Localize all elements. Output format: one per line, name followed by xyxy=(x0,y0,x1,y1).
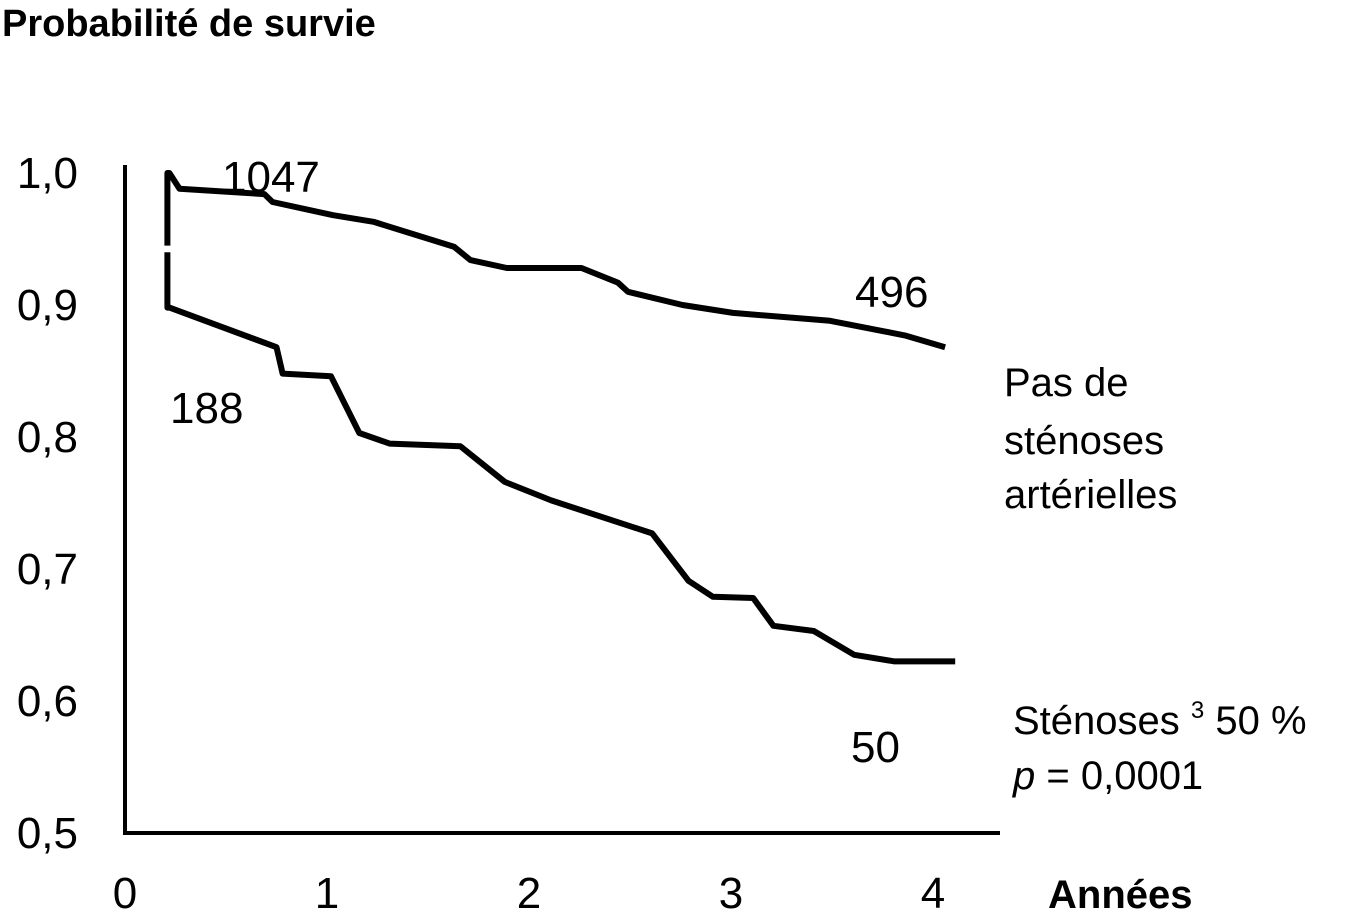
annotation-50: 50 xyxy=(851,723,900,772)
x-tick-label: 1 xyxy=(315,869,339,918)
p-value-label: p = 0,0001 xyxy=(1012,754,1203,798)
y-tick-label: 0,8 xyxy=(17,413,78,462)
y-tick-label: 1,0 xyxy=(17,149,78,198)
x-tick-label: 4 xyxy=(921,869,945,918)
y-tick-label: 0,5 xyxy=(17,809,78,858)
annotation-1047: 1047 xyxy=(222,153,320,202)
series-label-no-stenosis-line3: artérielles xyxy=(1004,473,1177,517)
x-axis-title: Années xyxy=(1048,873,1193,917)
y-tick-labels: 1,0 0,9 0,8 0,7 0,6 0,5 xyxy=(17,149,78,858)
series-label-no-stenosis-line1: Pas de xyxy=(1004,361,1129,405)
annotation-496: 496 xyxy=(855,268,928,317)
series-label-stenosis: Sténoses 3 50 % xyxy=(1013,697,1307,743)
annotation-188: 188 xyxy=(170,384,243,433)
y-tick-label: 0,6 xyxy=(17,677,78,726)
x-tick-labels: 0 1 2 3 4 xyxy=(113,869,945,918)
y-tick-label: 0,7 xyxy=(17,545,78,594)
x-tick-label: 2 xyxy=(517,869,541,918)
chart-title: Probabilité de survie xyxy=(2,3,376,45)
x-tick-label: 0 xyxy=(113,869,137,918)
series-line-no-stenosis xyxy=(164,170,946,351)
y-tick-label: 0,9 xyxy=(17,281,78,330)
series-line-stenosis xyxy=(164,252,956,665)
series-label-no-stenosis-line2: sténoses xyxy=(1004,419,1164,463)
x-tick-label: 3 xyxy=(719,869,743,918)
